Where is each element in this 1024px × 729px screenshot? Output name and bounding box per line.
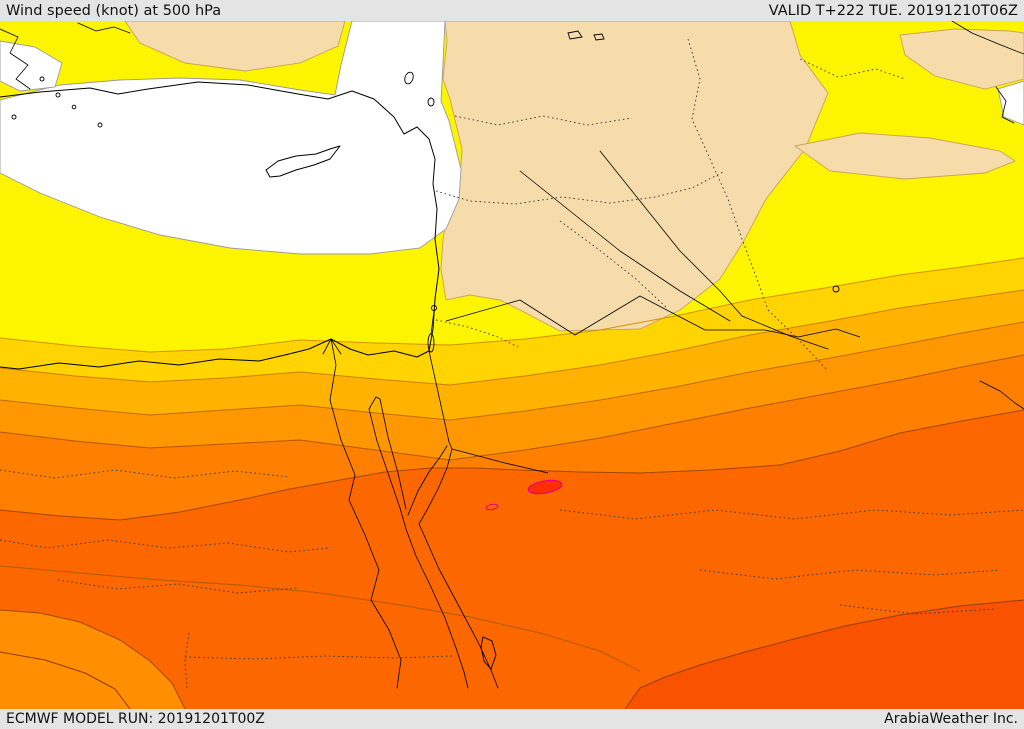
wind-speed-map: [0, 21, 1024, 709]
border-desert-west-1: [0, 469, 291, 479]
max-wind-core-small: [485, 503, 499, 511]
anatolia-lake: [593, 33, 605, 41]
nile-delta-branch: [322, 338, 332, 355]
border-egypt-libya: [184, 632, 190, 689]
border-egypt-israel: [428, 350, 453, 450]
band-southeast-dark: [625, 600, 1024, 709]
aegean-island: [71, 104, 77, 110]
border-jordan-iraq-saudi: [445, 295, 861, 338]
band-white-caspian-sliver: [997, 80, 1024, 126]
coastline-aegean: [0, 28, 31, 90]
contour-dark-orange: [0, 354, 1024, 461]
valid-time-label: VALID T+222 TUE. 20191210T06Z: [768, 2, 1018, 19]
wind-speed-bands: [0, 21, 1024, 709]
red-sea-east-shore: [418, 523, 499, 689]
gulf-of-suez-west-shore: [368, 396, 401, 509]
lake-feature-east: [832, 285, 840, 293]
tigris-river: [599, 150, 743, 317]
border-saudi-interior-2: [699, 569, 1001, 580]
red-sea-west-shore: [399, 507, 469, 689]
band-cream-syria-iraq: [440, 21, 829, 332]
persian-gulf-coast: [979, 380, 1024, 410]
footer-bar: ECMWF MODEL RUN: 20191201T00Z ArabiaWeat…: [0, 709, 1024, 729]
anatolia-lake: [404, 71, 414, 85]
border-jordan-saudi-south: [451, 448, 549, 474]
nile-delta-branch: [330, 338, 342, 355]
caspian-coast: [951, 21, 1024, 55]
band-cream-northeast-corner: [899, 28, 1024, 90]
map-area: [0, 21, 1024, 709]
band-cream-anatolia-west: [124, 21, 346, 72]
contour-gold: [0, 257, 1024, 353]
nile-river: [329, 338, 402, 689]
caspian-south-coast: [995, 86, 1015, 124]
coastline-mediterranean: [0, 81, 440, 370]
band-cream-east-lens: [793, 132, 1016, 180]
border-iraq-iran: [687, 38, 769, 311]
band-white-aegean: [0, 40, 63, 92]
aegean-island: [55, 92, 61, 98]
country-borders: [0, 38, 1024, 689]
sea-of-galilee: [431, 305, 437, 311]
map-title: Wind speed (knot) at 500 hPa: [6, 2, 222, 19]
jordan-river: [430, 310, 435, 335]
border-turkey-syria: [435, 170, 726, 205]
coastline-cyprus: [265, 145, 341, 178]
foul-bay-feature: [480, 636, 497, 670]
border-syria-iraq: [559, 220, 669, 310]
coastlines: [0, 21, 1024, 689]
contour-southeast-dark: [624, 599, 1024, 709]
gulf-of-suez-east-shore: [375, 396, 407, 510]
anatolia-lake: [567, 30, 583, 40]
aegean-island: [39, 76, 45, 82]
max-wind-cores: [485, 479, 563, 511]
contour-orange: [0, 321, 1024, 421]
euphrates-river: [519, 170, 731, 322]
band-southwest-corner: [0, 610, 185, 709]
contour-red-orange: [0, 409, 1024, 521]
model-run-label: ECMWF MODEL RUN: 20191201T00Z: [6, 711, 265, 727]
contour-inner-south: [0, 565, 641, 672]
gulf-of-aqaba-east-shore: [418, 448, 453, 525]
dead-sea: [427, 333, 435, 353]
contour-southwest-corner: [0, 609, 186, 709]
border-iran-gulf: [767, 309, 829, 372]
border-saudi-interior-1: [559, 509, 1024, 520]
coastline-marmara: [77, 22, 131, 34]
aegean-island: [97, 122, 103, 128]
anatolia-lake: [427, 97, 435, 107]
header-bar: Wind speed (knot) at 500 hPa VALID T+222…: [0, 0, 1024, 21]
contour-amber: [0, 289, 1024, 386]
branding-label: ArabiaWeather Inc.: [884, 711, 1018, 727]
shatt-al-arab: [741, 315, 829, 350]
gulf-of-aqaba-west-shore: [407, 445, 448, 516]
band-white-mediterranean: [0, 21, 462, 255]
contour-southwest-inner: [0, 651, 131, 709]
aegean-island: [11, 114, 17, 120]
max-wind-core: [527, 479, 563, 495]
contour-lines: [0, 257, 1024, 709]
band-red-orange: [0, 410, 1024, 709]
border-egypt-sudan: [184, 655, 453, 660]
